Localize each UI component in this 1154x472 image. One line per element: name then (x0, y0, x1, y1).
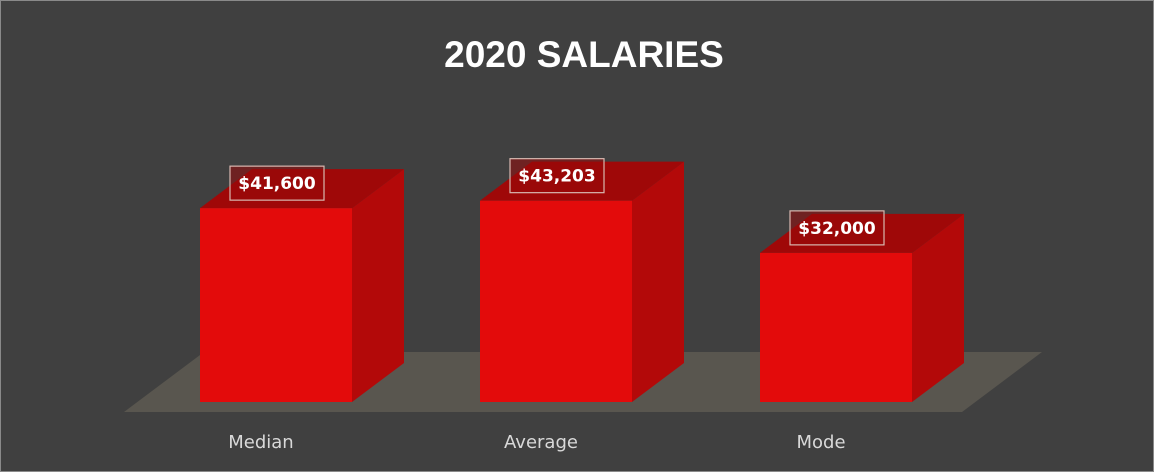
bar-front (480, 200, 632, 402)
bar-side (352, 169, 404, 402)
value-label: $43,203 (518, 167, 595, 187)
value-label: $41,600 (238, 174, 316, 194)
value-label-box (509, 158, 605, 194)
x-tick-label: Median (228, 432, 293, 453)
bar-front (200, 208, 352, 402)
bar-side (632, 161, 684, 402)
bar-side (912, 213, 964, 402)
value-label: $32,000 (798, 219, 876, 239)
bar-front (760, 252, 912, 402)
value-label-box (229, 165, 325, 201)
x-tick-label: Average (504, 432, 578, 453)
chart-title: 2020 SALARIES (444, 34, 724, 75)
bar (480, 161, 684, 402)
value-label-box (789, 210, 885, 246)
bar (200, 169, 404, 402)
x-tick-label: Mode (796, 432, 845, 453)
